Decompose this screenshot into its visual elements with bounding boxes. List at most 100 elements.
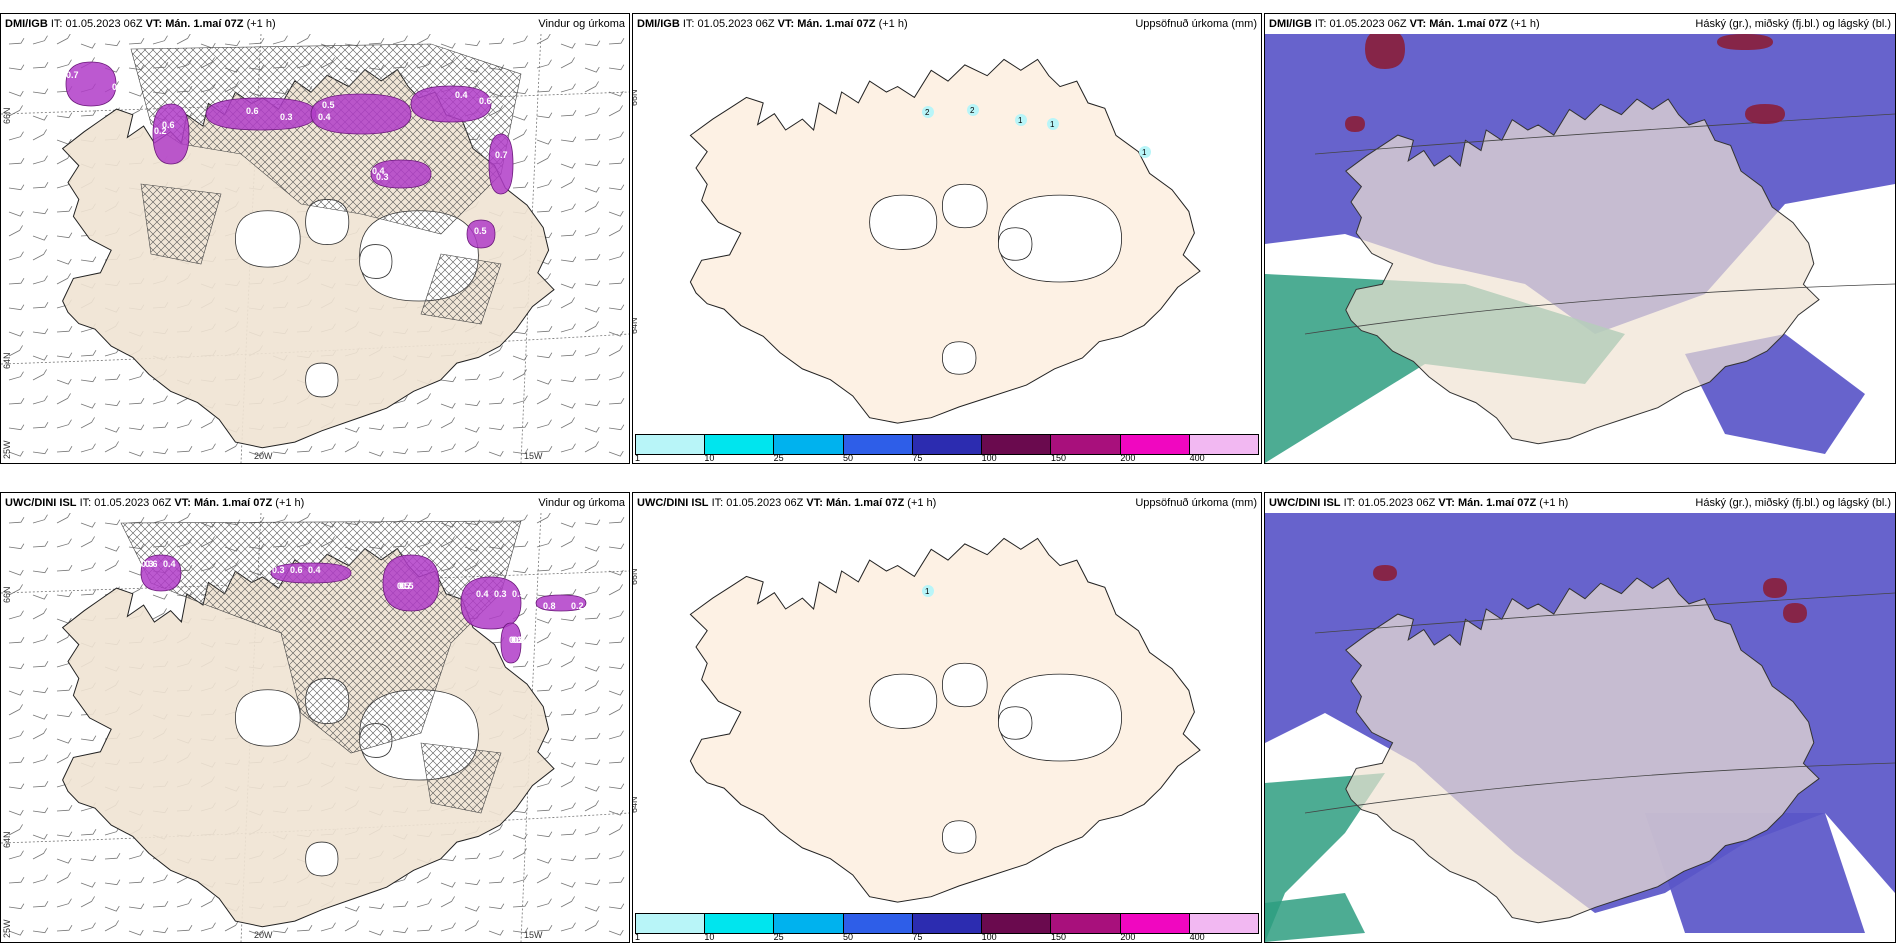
panel-header: DMI/IGB IT: 01.05.2023 06Z VT: Mán. 1.ma…: [1, 14, 629, 34]
graticule-line: [1304, 283, 1895, 335]
iceland-land: [1345, 98, 1820, 445]
colorbar-tick-label: 50: [843, 932, 854, 942]
precip-value: 0.3: [280, 112, 293, 122]
precip-area: [466, 219, 496, 249]
colorbar-tick-label: 100: [981, 932, 997, 942]
precip-value: 0.4: [455, 90, 468, 100]
precip-value: 0.6: [290, 565, 303, 575]
graticule-line: [1314, 592, 1895, 634]
colorbar-tick-label: 1: [635, 453, 641, 463]
precip-area: [310, 93, 412, 135]
panel-header: DMI/IGB IT: 01.05.2023 06Z VT: Mán. 1.ma…: [633, 14, 1261, 34]
graticule-line: [520, 34, 542, 463]
colorbar-swatch: [774, 435, 844, 454]
glacier: [941, 662, 988, 708]
precip-area: [410, 85, 492, 123]
colorbar-tick-label: 25: [773, 453, 784, 463]
colorbar-tick-label: 200: [1120, 453, 1136, 463]
colorbar-swatch: [636, 914, 706, 933]
lat-label-64n: 64N: [633, 796, 639, 813]
colorbar-swatch: [1120, 435, 1190, 454]
glacier: [234, 689, 301, 747]
colorbar-tick-label: 400: [1189, 932, 1205, 942]
glacier: [941, 183, 988, 229]
cloud-cover-map[interactable]: [1265, 513, 1895, 942]
accum-precip-map[interactable]: 66N 64N 1: [633, 513, 1261, 913]
precip-value: 0.2: [154, 126, 167, 136]
colorbar-swatch: [982, 914, 1052, 933]
lon-label-20w: 20W: [254, 930, 273, 940]
colorbar-tick-label: 100: [981, 453, 997, 463]
precip-area: [460, 576, 522, 630]
precip-value: 0.6: [513, 635, 526, 645]
precip-value: 0.4: [318, 112, 331, 122]
glacier: [305, 841, 339, 877]
panel-wind-row2: UWC/DINI ISL IT: 01.05.2023 06Z VT: Mán.…: [0, 492, 630, 943]
graticule-line: [1, 812, 629, 844]
colorbar-tick-label: 150: [1051, 453, 1067, 463]
precip-point-value: 1: [925, 587, 930, 596]
glacier: [305, 362, 339, 398]
high-cloud-area: [1717, 34, 1773, 50]
precip-point: [967, 104, 979, 116]
colorbar-tick-label: 10: [704, 932, 715, 942]
lon-label-15w: 15W: [524, 451, 543, 461]
colorbar-tick-label: 1: [635, 932, 641, 942]
iceland-land: [1345, 577, 1820, 924]
colorbar-swatch: [912, 914, 983, 933]
precip-value: 0.5: [397, 581, 410, 591]
low-cloud-area: [1265, 773, 1385, 942]
iceland-land: [689, 58, 1201, 424]
precip-value: 0.3: [141, 559, 154, 569]
precip-area: [65, 61, 117, 107]
colorbar-swatch: [1189, 435, 1258, 454]
precip-point-value: 2: [970, 106, 975, 115]
precip-value: 0.5: [474, 226, 487, 236]
colorbar-swatch: [843, 914, 913, 933]
graticule-line: [1304, 762, 1895, 814]
lat-label-66n: 66N: [633, 568, 639, 585]
precip-value: 0.5: [512, 589, 525, 599]
lat-label-66n: 66N: [2, 586, 12, 603]
colorbar-swatch: [1120, 914, 1190, 933]
panel-title: Háský (gr.), miðský (fj.bl.) og lágský (…: [1695, 497, 1891, 509]
precip-value: 0.4: [112, 82, 125, 92]
glacier: [941, 820, 977, 854]
colorbar-tick-label: 25: [773, 932, 784, 942]
precip-value: 0.8: [543, 601, 556, 611]
glacier: [869, 194, 938, 250]
precip-area: [270, 562, 352, 584]
cloud-cover-map[interactable]: [1265, 34, 1895, 463]
cloud-hatch-area: [420, 742, 502, 814]
precip-value: 0.3: [494, 589, 507, 599]
graticule-line: [520, 513, 542, 942]
panel-header: UWC/DINI ISL IT: 01.05.2023 06Z VT: Mán.…: [1265, 493, 1895, 513]
colorbar-legend: [635, 434, 1259, 455]
wind-precip-map[interactable]: 0.30.40.50.50.60.20.40.60.70.30.50.80.60…: [1, 513, 629, 942]
colorbar-swatch: [1051, 435, 1121, 454]
lat-label-66n: 66N: [2, 107, 12, 124]
glacier: [997, 673, 1123, 762]
colorbar-ticks: 1 10 25 50 75 100 150 200 400: [635, 932, 1259, 942]
precip-point-value: 1: [1018, 116, 1023, 125]
glacier: [359, 244, 393, 279]
wind-precip-map[interactable]: 0.7 0.2 0.3 0.5 0.6 0.3 0.7 0.5 0.4 0.6 0.6 0.4 0.4 0…: [1, 34, 629, 463]
lat-label-64n: 64N: [2, 831, 12, 848]
precip-area: [205, 97, 317, 131]
precip-value: 0.4: [476, 589, 489, 599]
panel-title: Uppsöfnuð úrkoma (mm): [1135, 497, 1257, 509]
panel-accum-row2: UWC/DINI ISL IT: 01.05.2023 06Z VT: Mán.…: [632, 492, 1262, 943]
precip-value: 0.4: [163, 559, 176, 569]
high-cloud-area: [1373, 565, 1397, 581]
lon-label-15w: 15W: [524, 930, 543, 940]
precip-value: 0.6: [145, 559, 158, 569]
colorbar-swatch: [843, 435, 913, 454]
precip-point-value: 1: [1050, 120, 1055, 129]
accum-precip-map[interactable]: 66N 64N 2 2 1 1 1: [633, 34, 1261, 434]
precip-value: 0.6: [479, 96, 492, 106]
colorbar-legend: [635, 913, 1259, 934]
lat-label-66n: 66N: [633, 89, 639, 106]
precip-point: [1047, 118, 1059, 130]
precip-area: [370, 159, 432, 189]
panel-header: UWC/DINI ISL IT: 01.05.2023 06Z VT: Mán.…: [633, 493, 1261, 513]
